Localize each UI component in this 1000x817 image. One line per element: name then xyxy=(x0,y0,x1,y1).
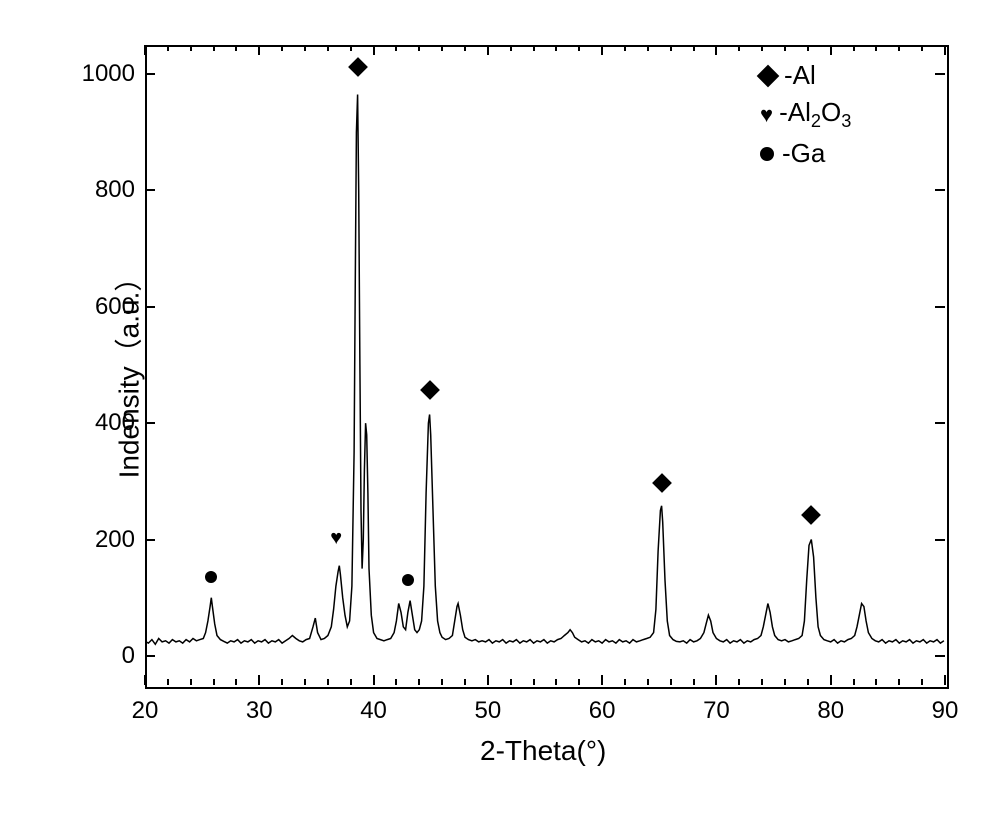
xrd-chart: Indensity（a.u.） 2-Theta(°) -Al ♥ -Al2O3 … xyxy=(0,0,1000,817)
data-line xyxy=(145,45,945,685)
x-axis-label: 2-Theta(°) xyxy=(480,735,606,767)
